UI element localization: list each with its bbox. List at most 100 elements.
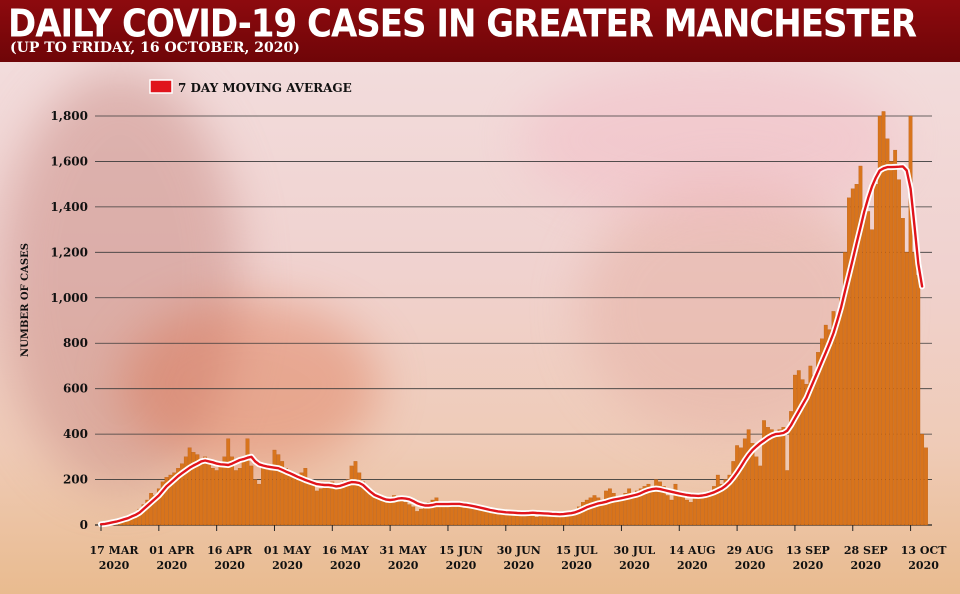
bar [183, 456, 188, 526]
chart-subtitle: (UP TO FRIDAY, 16 OCTOBER, 2020) [10, 40, 300, 56]
bar [731, 461, 736, 526]
bar [392, 495, 396, 526]
x-tick-label: 01 APR [149, 544, 195, 557]
bar [226, 438, 231, 526]
x-tick-label: 15 JUN [439, 544, 483, 557]
bar [688, 502, 693, 526]
background-blob [120, 300, 380, 470]
bar [800, 379, 805, 526]
bar [234, 470, 238, 526]
bar [804, 383, 809, 526]
bar [303, 468, 308, 526]
bar [484, 511, 489, 526]
bar [141, 504, 146, 526]
bar [176, 468, 180, 526]
x-tick-label: 16 APR [207, 544, 253, 557]
y-tick-label: 1,600 [50, 154, 88, 168]
bar [230, 456, 234, 526]
bar [449, 505, 454, 526]
bar [172, 472, 177, 526]
bar [480, 510, 485, 526]
x-tick-label: 16 MAY [322, 544, 369, 557]
bar [820, 338, 824, 526]
bar [403, 502, 408, 526]
bar [241, 456, 246, 526]
y-tick-label: 800 [63, 336, 88, 350]
bar [781, 427, 786, 526]
bar [380, 499, 385, 526]
bar [723, 479, 728, 526]
bar [816, 352, 820, 526]
header-banner: DAILY COVID-19 CASES IN GREATER MANCHEST… [0, 0, 960, 62]
bar [465, 505, 470, 526]
bar [735, 445, 739, 526]
bar [673, 483, 678, 526]
legend-swatch [149, 79, 173, 94]
bar [661, 486, 666, 526]
x-tick-year: 2020 [446, 559, 477, 572]
bar [237, 468, 242, 526]
bar [554, 515, 558, 526]
x-tick-label: 13 SEP [786, 544, 830, 557]
legend-label: 7 DAY MOVING AVERAGE [178, 81, 352, 95]
bar [488, 512, 493, 526]
bar [446, 506, 450, 526]
bar [388, 499, 393, 526]
bar [315, 490, 319, 526]
bar [615, 499, 620, 526]
bar [870, 229, 874, 526]
bar [511, 515, 516, 526]
bar [646, 483, 651, 526]
bar [519, 514, 524, 526]
bar [345, 479, 350, 526]
y-tick-label: 200 [63, 473, 88, 487]
x-tick-label: 30 JUL [614, 544, 656, 557]
bar [858, 165, 863, 526]
bar [924, 447, 928, 526]
bar [210, 468, 215, 526]
x-tick-label: 17 MAR [90, 544, 140, 557]
bar [538, 514, 543, 526]
bar [862, 206, 867, 526]
x-tick-label: 01 MAY [264, 544, 311, 557]
bar [812, 374, 817, 526]
background-blob [0, 70, 240, 490]
bar [180, 463, 184, 526]
y-tick-label: 0 [80, 518, 88, 532]
x-tick-label: 31 MAY [380, 544, 427, 557]
bar [376, 497, 381, 526]
bar [160, 481, 165, 526]
bar [187, 447, 192, 526]
bar [365, 488, 369, 526]
bar [854, 184, 859, 526]
bar [492, 512, 497, 526]
bar [280, 461, 285, 526]
bar [866, 211, 871, 526]
bar [831, 311, 836, 526]
bar [515, 515, 520, 526]
bar [349, 465, 354, 526]
y-axis-ticks: 0 200 400 600 800 1,000 1,200 1,400 1,600 1,800 [50, 109, 88, 532]
legend: 7 DAY MOVING AVERAGE [149, 79, 352, 95]
bar [218, 465, 223, 526]
bar [897, 179, 901, 526]
x-tick-label: 29 AUG [727, 544, 774, 557]
x-tick-year: 2020 [214, 559, 245, 572]
bar [372, 495, 377, 526]
bar [168, 474, 173, 526]
bar [827, 329, 832, 526]
bar [261, 468, 265, 526]
x-tick-label: 14 AUG [669, 544, 716, 557]
bar [742, 438, 747, 526]
bar [145, 499, 150, 526]
bar [368, 493, 373, 526]
bar [650, 488, 655, 526]
x-tick-year: 2020 [793, 559, 824, 572]
bar [203, 456, 207, 526]
x-tick-year: 2020 [850, 559, 881, 572]
bar [295, 479, 300, 526]
bar [685, 499, 689, 526]
x-tick-year: 2020 [908, 559, 939, 572]
bar [654, 479, 659, 526]
